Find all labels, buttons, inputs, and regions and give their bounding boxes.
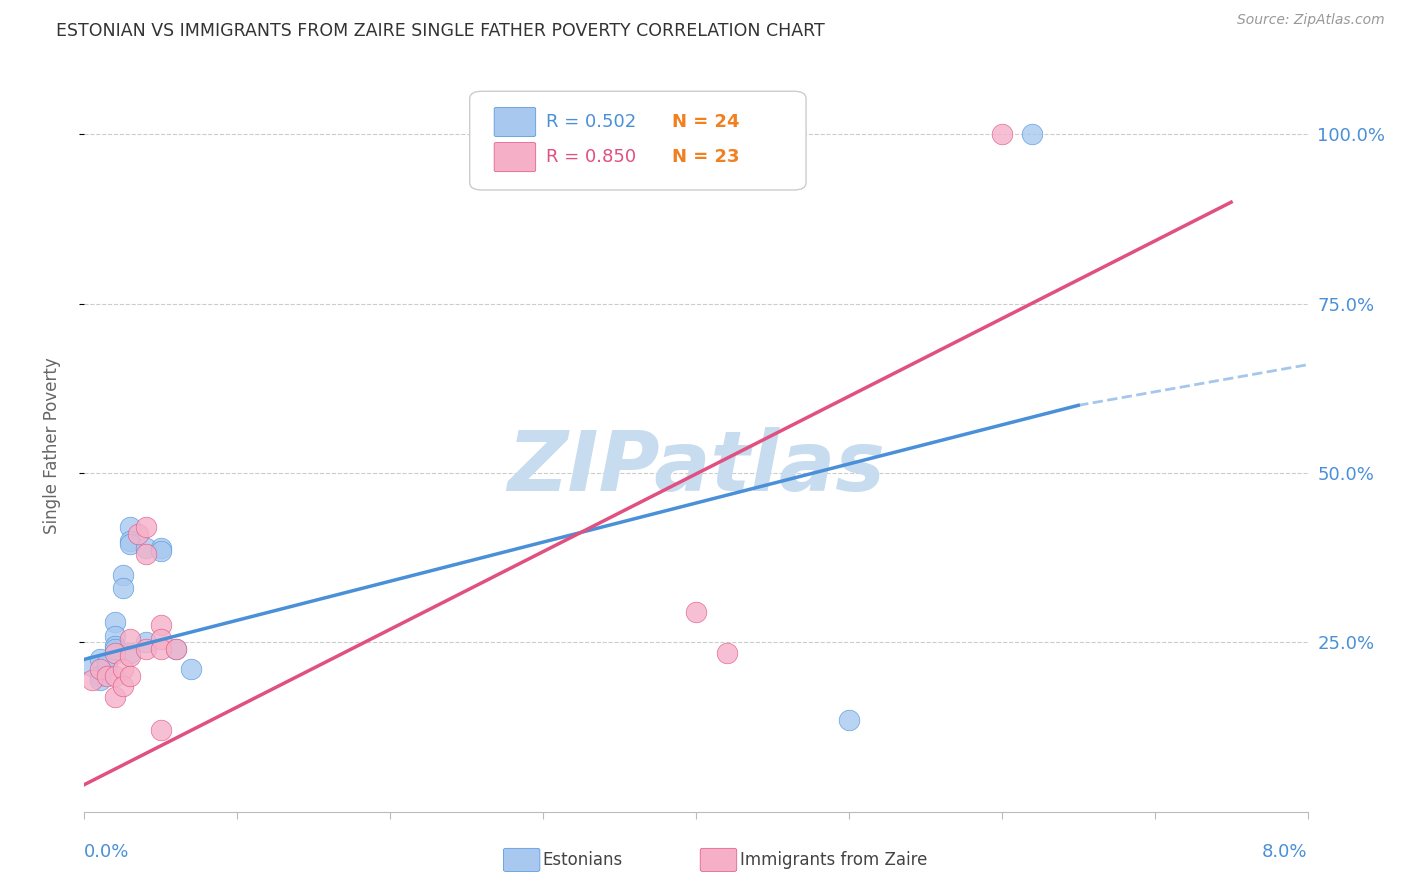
Point [135, 520, 157, 534]
Point [111, 567, 134, 582]
Text: N = 24: N = 24 [672, 113, 740, 131]
Point [120, 646, 142, 660]
Point [96, 669, 118, 683]
Point [120, 632, 142, 646]
Point [838, 714, 860, 728]
Point [104, 646, 127, 660]
Point [111, 581, 134, 595]
Point [89, 669, 111, 683]
Point [89, 663, 111, 677]
Point [89, 673, 111, 687]
Y-axis label: Single Father Poverty: Single Father Poverty [42, 358, 60, 534]
Point [104, 629, 127, 643]
Text: R = 0.850: R = 0.850 [546, 148, 636, 166]
Text: 8.0%: 8.0% [1263, 843, 1308, 861]
Point [104, 669, 127, 683]
Point [135, 547, 157, 561]
Text: 0.0%: 0.0% [84, 843, 129, 861]
FancyBboxPatch shape [494, 143, 536, 171]
Point [135, 541, 157, 555]
Point [165, 642, 187, 657]
Point [80, 673, 103, 687]
FancyBboxPatch shape [494, 107, 536, 136]
Point [135, 635, 157, 649]
Point [127, 527, 149, 541]
Point [149, 544, 172, 558]
Point [149, 541, 172, 555]
Point [120, 537, 142, 551]
Point [120, 648, 142, 663]
FancyBboxPatch shape [470, 91, 806, 190]
Point [1021, 128, 1043, 142]
Point [149, 642, 172, 657]
Point [149, 618, 172, 632]
Text: N = 23: N = 23 [672, 148, 740, 166]
Text: Immigrants from Zaire: Immigrants from Zaire [740, 851, 927, 869]
Point [991, 128, 1014, 142]
Point [149, 723, 172, 738]
Text: Source: ZipAtlas.com: Source: ZipAtlas.com [1237, 13, 1385, 28]
Point [120, 669, 142, 683]
Point [104, 690, 127, 704]
Point [80, 659, 103, 673]
Text: ZIPatlas: ZIPatlas [508, 427, 884, 508]
Text: R = 0.502: R = 0.502 [546, 113, 636, 131]
Point [149, 632, 172, 646]
Text: Estonians: Estonians [543, 851, 623, 869]
Point [96, 656, 118, 670]
Point [104, 639, 127, 653]
Point [180, 663, 202, 677]
Point [685, 605, 707, 619]
Point [104, 615, 127, 629]
Point [89, 652, 111, 666]
Point [120, 520, 142, 534]
Point [716, 646, 738, 660]
Point [111, 663, 134, 677]
Point [120, 533, 142, 548]
Point [165, 642, 187, 657]
Text: ESTONIAN VS IMMIGRANTS FROM ZAIRE SINGLE FATHER POVERTY CORRELATION CHART: ESTONIAN VS IMMIGRANTS FROM ZAIRE SINGLE… [56, 22, 825, 40]
Point [104, 642, 127, 657]
Point [135, 642, 157, 657]
Point [96, 659, 118, 673]
Point [111, 680, 134, 694]
